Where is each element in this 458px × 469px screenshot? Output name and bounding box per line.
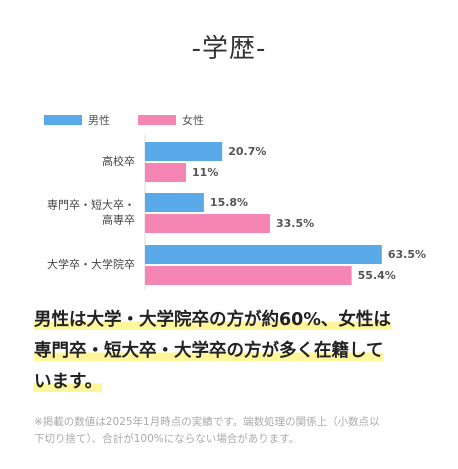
legend-label-female: 女性 xyxy=(182,114,204,127)
category-label: 専門卒・短大卒・ xyxy=(47,198,135,212)
category-label: 大学卒・大学院卒 xyxy=(47,257,135,271)
data-label-female: 33.5% xyxy=(276,217,314,230)
footnote-line-1: ※掲載の数値は2025年1月時点の実績です。端数処理の関係上（小数点以 xyxy=(34,416,380,428)
data-label-female: 55.4% xyxy=(358,269,396,282)
category-label: 高専卒 xyxy=(102,213,135,227)
education-bar-chart: 高校卒 20.7% 11% 専門卒・短大卒・高専卒 15.8% 33.5% 大学卒・大学院卒… xyxy=(47,135,426,290)
category-label: 高校卒 xyxy=(102,154,135,168)
bar-female xyxy=(145,163,187,182)
bar-female xyxy=(145,266,352,285)
bar-male xyxy=(145,245,382,264)
summary-line-1: 男性は大学・大学院卒の方が約60%、女性は xyxy=(34,310,391,330)
legend-swatch-female xyxy=(138,115,176,125)
summary-text: 男性は大学・大学院卒の方が約60%、女性は 専門卒・短大卒・大学卒の方が多く在籍… xyxy=(34,305,434,398)
page-title: -学歴- xyxy=(191,34,267,64)
data-label-male: 20.7% xyxy=(228,145,266,158)
data-label-female: 11% xyxy=(192,166,218,179)
footnote-line-2: 下切り捨て）、合計が100%にならない場合があります。 xyxy=(34,433,300,445)
summary-line-2: 専門卒・短大卒・大学卒の方が多く在籍して xyxy=(34,341,384,361)
bar-female xyxy=(145,214,270,233)
data-label-male: 63.5% xyxy=(388,248,426,261)
legend-label-male: 男性 xyxy=(88,114,110,127)
bar-male xyxy=(145,193,204,212)
legend-swatch-male xyxy=(44,115,82,125)
summary-line-3: います。 xyxy=(34,372,103,392)
footnote: ※掲載の数値は2025年1月時点の実績です。端数処理の関係上（小数点以 下切り捨… xyxy=(34,414,434,448)
data-label-male: 15.8% xyxy=(210,196,248,209)
bar-male xyxy=(145,142,223,161)
